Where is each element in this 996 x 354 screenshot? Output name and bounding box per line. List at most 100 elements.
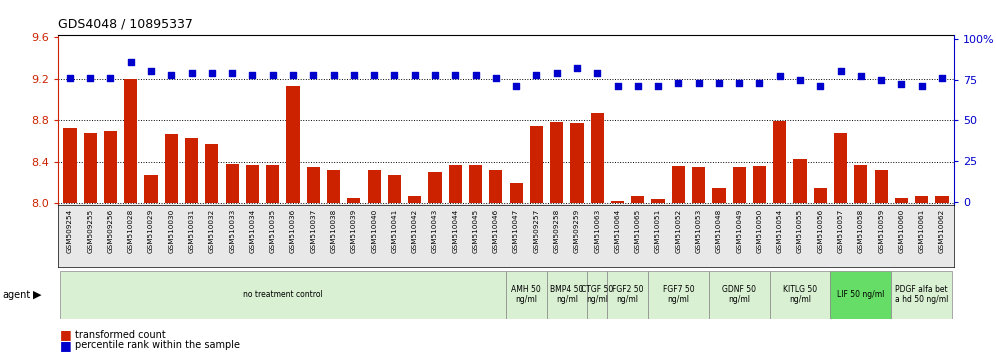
Text: GSM510039: GSM510039 <box>351 209 357 253</box>
Bar <box>387 175 401 203</box>
Point <box>629 83 645 89</box>
Bar <box>712 188 725 203</box>
Text: GSM510047: GSM510047 <box>513 209 519 253</box>
Text: LIF 50 ng/ml: LIF 50 ng/ml <box>838 290 884 299</box>
Text: AMH 50
ng/ml: AMH 50 ng/ml <box>511 285 541 304</box>
Point <box>367 72 382 78</box>
Bar <box>591 113 604 203</box>
Point <box>610 83 625 89</box>
Text: GSM510043: GSM510043 <box>432 209 438 253</box>
Bar <box>773 121 787 203</box>
Text: GSM510051: GSM510051 <box>655 209 661 253</box>
Text: GSM510060: GSM510060 <box>898 209 904 253</box>
Point <box>265 72 281 78</box>
Text: GSM510034: GSM510034 <box>249 209 255 253</box>
Point <box>488 75 504 81</box>
Text: BMP4 50
ng/ml: BMP4 50 ng/ml <box>550 285 584 304</box>
Text: GSM510052: GSM510052 <box>675 209 681 253</box>
Point <box>306 72 322 78</box>
Text: FGF2 50
ng/ml: FGF2 50 ng/ml <box>612 285 643 304</box>
Point <box>893 81 909 87</box>
Point <box>569 65 585 71</box>
Bar <box>506 271 547 319</box>
Text: ■: ■ <box>60 328 72 341</box>
Text: transformed count: transformed count <box>75 330 165 339</box>
Point <box>103 75 119 81</box>
Bar <box>448 165 462 203</box>
Text: GSM510041: GSM510041 <box>391 209 397 253</box>
Bar <box>651 199 664 203</box>
Bar <box>104 131 118 203</box>
Text: CTGF 50
ng/ml: CTGF 50 ng/ml <box>581 285 614 304</box>
Point <box>163 72 179 78</box>
Point <box>690 80 706 86</box>
Bar <box>185 138 198 203</box>
Bar <box>571 124 584 203</box>
Text: ▶: ▶ <box>33 290 42 300</box>
Point <box>83 75 99 81</box>
Text: GSM510050: GSM510050 <box>757 209 763 253</box>
Bar <box>205 144 218 203</box>
Text: GSM509254: GSM509254 <box>67 209 73 253</box>
Bar <box>489 170 502 203</box>
Bar <box>770 271 831 319</box>
Point <box>813 83 829 89</box>
Bar <box>587 271 608 319</box>
Point <box>792 77 808 82</box>
Bar <box>709 271 770 319</box>
Point <box>934 75 950 81</box>
Bar <box>510 183 523 203</box>
Bar <box>935 196 948 203</box>
Point <box>752 80 768 86</box>
Bar <box>733 167 746 203</box>
Text: GSM510058: GSM510058 <box>858 209 864 253</box>
Point <box>204 70 220 76</box>
Point <box>386 72 402 78</box>
Point <box>326 72 342 78</box>
Point <box>183 70 199 76</box>
Point <box>853 73 869 79</box>
Text: GSM510053: GSM510053 <box>695 209 701 253</box>
Bar <box>246 165 259 203</box>
Text: KITLG 50
ng/ml: KITLG 50 ng/ml <box>783 285 817 304</box>
Text: GSM510033: GSM510033 <box>229 209 235 253</box>
Point <box>143 69 159 74</box>
Point <box>447 72 463 78</box>
Text: GSM510042: GSM510042 <box>411 209 417 253</box>
Text: GSM510063: GSM510063 <box>595 209 601 253</box>
Text: GSM510029: GSM510029 <box>148 209 154 253</box>
Text: GSM510059: GSM510059 <box>878 209 884 253</box>
Bar <box>831 271 891 319</box>
Point <box>650 83 666 89</box>
Point <box>670 80 686 86</box>
Bar <box>84 133 97 203</box>
Bar <box>814 188 827 203</box>
Text: GSM509256: GSM509256 <box>108 209 114 253</box>
Text: GSM510036: GSM510036 <box>290 209 296 253</box>
Point <box>346 72 362 78</box>
Point <box>772 73 788 79</box>
Bar <box>530 126 543 203</box>
Point <box>590 70 606 76</box>
Text: GSM510057: GSM510057 <box>838 209 844 253</box>
Bar <box>631 196 644 203</box>
Point <box>731 80 747 86</box>
Point <box>406 72 422 78</box>
Bar <box>64 127 77 203</box>
Text: GSM510056: GSM510056 <box>818 209 824 253</box>
Text: GSM510046: GSM510046 <box>493 209 499 253</box>
Text: GSM510030: GSM510030 <box>168 209 174 253</box>
Text: GSM509255: GSM509255 <box>88 209 94 253</box>
Point <box>913 83 929 89</box>
Point <box>508 83 524 89</box>
Text: GSM510040: GSM510040 <box>372 209 377 253</box>
Text: GSM510038: GSM510038 <box>331 209 337 253</box>
Text: GDS4048 / 10895337: GDS4048 / 10895337 <box>58 18 192 31</box>
Text: GSM509257: GSM509257 <box>534 209 540 253</box>
Bar <box>834 133 848 203</box>
Bar <box>608 271 648 319</box>
Bar <box>547 271 587 319</box>
Bar <box>348 198 361 203</box>
Bar <box>692 167 705 203</box>
Point <box>285 72 301 78</box>
